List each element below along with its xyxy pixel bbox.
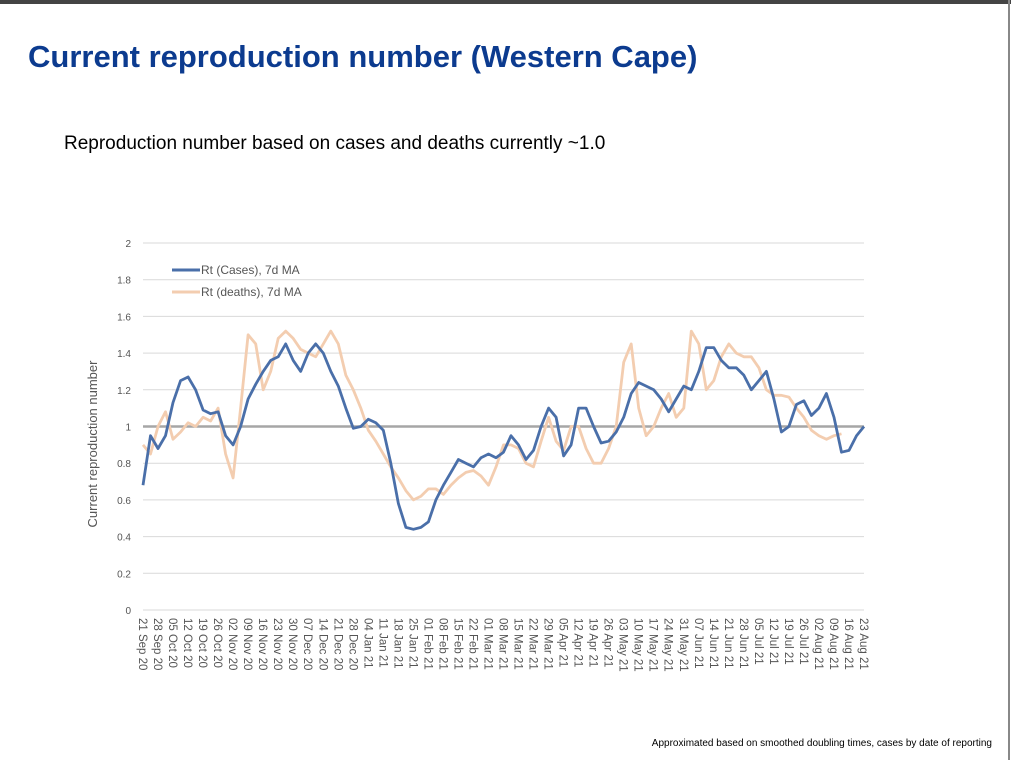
x-tick-label: 26 Jul 21 bbox=[797, 618, 809, 665]
x-tick-label: 16 Nov 20 bbox=[256, 618, 268, 670]
series-line bbox=[141, 329, 842, 502]
x-tick-label: 25 Jan 21 bbox=[406, 618, 418, 669]
x-tick-label: 01 Feb 21 bbox=[421, 618, 433, 670]
x-tick-label: 18 Jan 21 bbox=[391, 618, 403, 669]
x-tick-label: 05 Oct 20 bbox=[166, 618, 178, 668]
x-tick-label: 12 Jul 21 bbox=[767, 618, 779, 665]
x-tick-label: 14 Jun 21 bbox=[707, 618, 719, 669]
x-tick-label: 28 Dec 20 bbox=[346, 618, 358, 670]
x-tick-label: 14 Dec 20 bbox=[316, 618, 328, 670]
x-tick-label: 08 Mar 21 bbox=[497, 618, 509, 670]
subtitle: Reproduction number based on cases and d… bbox=[64, 133, 605, 154]
x-tick-label: 29 Mar 21 bbox=[542, 618, 554, 670]
x-tick-label: 28 Sep 20 bbox=[151, 618, 163, 670]
x-tick-label: 07 Jun 21 bbox=[692, 618, 704, 669]
x-tick-label: 11 Jan 21 bbox=[376, 618, 388, 668]
x-tick-label: 28 Jun 21 bbox=[737, 618, 749, 669]
legend-label: Rt (deaths), 7d MA bbox=[201, 285, 302, 299]
y-tick-label: 0.2 bbox=[117, 569, 131, 580]
y-tick-label: 1.2 bbox=[117, 386, 131, 397]
x-tick-label: 23 Aug 21 bbox=[857, 618, 869, 670]
x-tick-label: 10 May 21 bbox=[632, 618, 644, 672]
x-tick-label: 23 Nov 20 bbox=[271, 618, 283, 670]
x-tick-label: 26 Apr 21 bbox=[602, 618, 614, 667]
x-tick-label: 02 Aug 21 bbox=[812, 618, 824, 670]
x-tick-label: 08 Feb 21 bbox=[436, 618, 448, 670]
x-tick-label: 30 Nov 20 bbox=[286, 618, 298, 670]
x-tick-label: 15 Feb 21 bbox=[451, 618, 463, 670]
x-tick-label: 19 Oct 20 bbox=[196, 618, 208, 668]
x-tick-label: 31 May 21 bbox=[677, 618, 689, 672]
x-tick-label: 12 Oct 20 bbox=[181, 618, 193, 668]
legend-label: Rt (Cases), 7d MA bbox=[201, 263, 300, 277]
x-tick-label: 22 Mar 21 bbox=[527, 618, 539, 670]
y-tick-label: 1.4 bbox=[117, 349, 131, 360]
y-tick-label: 0.6 bbox=[117, 496, 131, 507]
x-tick-label: 01 Mar 21 bbox=[481, 618, 493, 670]
x-tick-label: 17 May 21 bbox=[647, 618, 659, 672]
y-tick-label: 2 bbox=[125, 239, 131, 250]
series-line bbox=[141, 342, 866, 531]
x-tick-label: 05 Apr 21 bbox=[557, 618, 569, 667]
x-tick-label: 22 Feb 21 bbox=[466, 618, 478, 670]
x-tick-label: 21 Sep 20 bbox=[136, 618, 148, 670]
x-tick-label: 26 Oct 20 bbox=[211, 618, 223, 668]
x-tick-label: 04 Jan 21 bbox=[361, 618, 373, 669]
y-tick-label: 0 bbox=[125, 606, 131, 617]
y-tick-label: 1 bbox=[125, 423, 131, 434]
x-tick-label: 09 Aug 21 bbox=[827, 618, 839, 670]
y-axis-label: Current reproduction number bbox=[85, 360, 100, 528]
y-tick-label: 1.6 bbox=[117, 312, 131, 323]
x-tick-label: 15 Mar 21 bbox=[512, 618, 524, 670]
slide-title: Current reproduction number (Western Cap… bbox=[28, 39, 697, 74]
x-tick-label: 07 Dec 20 bbox=[301, 618, 313, 670]
x-tick-label: 12 Apr 21 bbox=[572, 618, 584, 667]
y-tick-label: 0.4 bbox=[117, 533, 131, 544]
x-tick-label: 24 May 21 bbox=[662, 618, 674, 672]
y-tick-label: 1.8 bbox=[117, 276, 131, 287]
x-tick-label: 19 Apr 21 bbox=[587, 618, 599, 667]
x-tick-label: 05 Jul 21 bbox=[752, 618, 764, 665]
x-tick-label: 09 Nov 20 bbox=[241, 618, 253, 670]
footnote: Approximated based on smoothed doubling … bbox=[652, 738, 992, 749]
x-tick-label: 21 Jun 21 bbox=[722, 618, 734, 669]
x-tick-label: 21 Dec 20 bbox=[331, 618, 343, 670]
x-tick-label: 19 Jul 21 bbox=[782, 618, 794, 665]
y-tick-label: 0.8 bbox=[117, 459, 131, 470]
x-tick-label: 16 Aug 21 bbox=[842, 618, 854, 670]
x-tick-label: 02 Nov 20 bbox=[226, 618, 238, 670]
x-tick-label: 03 May 21 bbox=[617, 618, 629, 672]
